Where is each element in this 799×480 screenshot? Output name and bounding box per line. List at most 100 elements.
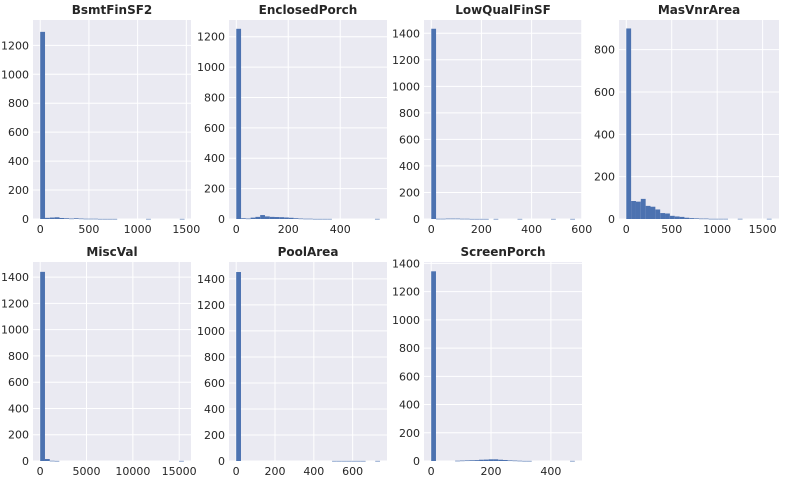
- histogram-bar: [436, 218, 441, 220]
- subplot-title: BsmtFinSF2: [72, 3, 153, 17]
- histogram-bar: [45, 217, 50, 219]
- y-tick-label: 600: [8, 376, 29, 389]
- histogram-bar: [332, 460, 337, 462]
- y-tick-label: 800: [204, 91, 225, 104]
- histogram-bar: [694, 218, 699, 219]
- histogram-bar: [308, 218, 313, 220]
- histogram-bar: [88, 218, 94, 220]
- histogram-bar: [346, 460, 352, 462]
- histogram-bar: [723, 218, 729, 220]
- y-tick-label: 200: [8, 184, 29, 197]
- y-tick-label: 400: [204, 152, 225, 165]
- y-tick-label: 1000: [1, 324, 29, 337]
- histogram-bar: [255, 216, 261, 219]
- y-tick-label: 200: [399, 427, 420, 440]
- y-tick-label: 1000: [1, 68, 29, 81]
- y-tick-label: 200: [399, 186, 420, 199]
- subplot-title: LowQualFinSF: [455, 3, 551, 17]
- x-tick-label: 1000: [124, 223, 152, 236]
- histogram-bar: [512, 460, 518, 462]
- plot-area: [229, 262, 387, 461]
- x-tick-label: 0: [37, 465, 44, 478]
- histogram-bar: [269, 216, 275, 219]
- histogram-bar: [250, 217, 256, 219]
- y-tick-label: 400: [399, 160, 420, 173]
- histogram-bar: [493, 218, 499, 220]
- y-tick-label: 600: [399, 370, 420, 383]
- histogram-bar: [503, 460, 508, 461]
- y-tick-label: 200: [204, 183, 225, 196]
- histogram-bar: [464, 460, 470, 462]
- histogram-bar: [44, 459, 50, 461]
- histogram-bar: [469, 460, 475, 461]
- plot-area: [424, 20, 582, 219]
- x-tick-label: 0: [428, 465, 435, 478]
- x-tick-label: 200: [265, 465, 286, 478]
- histogram-bar: [703, 218, 709, 220]
- histogram-bar: [665, 213, 670, 219]
- histogram-bar: [488, 459, 494, 461]
- y-tick-label: 1400: [392, 27, 420, 40]
- subplot-title: PoolArea: [278, 245, 339, 259]
- y-tick-label: 400: [594, 128, 615, 141]
- histogram-bar: [626, 28, 632, 220]
- y-tick-label: 800: [204, 351, 225, 364]
- x-tick-label: 400: [303, 465, 324, 478]
- histogram-bar: [483, 218, 489, 220]
- histogram-bar: [460, 218, 465, 220]
- histogram-bar: [469, 218, 475, 220]
- histogram-bar: [274, 217, 280, 219]
- histogram-bar: [336, 460, 342, 462]
- histogram-bar: [737, 218, 743, 220]
- histogram-bar: [455, 460, 460, 462]
- y-tick-label: 400: [8, 402, 29, 415]
- histogram-bar: [474, 218, 480, 220]
- x-tick-label: 1500: [749, 223, 777, 236]
- x-tick-label: 200: [278, 223, 299, 236]
- y-tick-label: 800: [399, 107, 420, 120]
- y-tick-label: 800: [8, 350, 29, 363]
- y-tick-label: 800: [594, 44, 615, 57]
- histogram-bar: [40, 31, 46, 220]
- x-tick-label: 15000: [162, 465, 197, 478]
- subplot-title: MiscVal: [86, 245, 137, 259]
- y-tick-label: 0: [218, 213, 225, 226]
- histogram-bar: [78, 218, 84, 220]
- x-tick-label: 400: [330, 223, 351, 236]
- subplot-poolarea: 0 200 400 600 0 200 400 600 800 1000 1200 1400 PoolA…: [197, 245, 387, 478]
- histogram-bar: [360, 460, 366, 462]
- y-tick-label: 1000: [197, 61, 225, 74]
- x-tick-label: 600: [342, 465, 363, 478]
- histogram-bar: [660, 213, 666, 219]
- histogram-bar: [284, 217, 289, 219]
- x-tick-label: 5000: [73, 465, 101, 478]
- histogram-bar: [341, 460, 347, 462]
- histogram-bar: [479, 459, 484, 461]
- histogram-bar: [645, 205, 651, 219]
- histogram-bar: [279, 217, 285, 219]
- y-tick-label: 200: [204, 429, 225, 442]
- histogram-bar: [570, 460, 575, 462]
- histogram-bar: [431, 28, 437, 220]
- y-tick-label: 1200: [1, 297, 29, 310]
- subplot-enclosedporch: 0 200 400 0 200 400 600 800 1000 1200 EnclosedPorc…: [197, 3, 387, 236]
- plot-area: [33, 20, 191, 219]
- histogram-bar: [498, 459, 503, 461]
- histogram-bar: [107, 218, 113, 220]
- y-tick-label: 0: [608, 213, 615, 226]
- histogram-bar: [112, 218, 118, 220]
- subplot-title: ScreenPorch: [460, 245, 545, 259]
- plot-area: [33, 262, 191, 461]
- y-tick-label: 1400: [197, 273, 225, 286]
- histogram-bar: [322, 218, 328, 220]
- y-tick-label: 600: [594, 86, 615, 99]
- histogram-bar: [236, 272, 241, 461]
- subplot-title: EnclosedPorch: [259, 3, 358, 17]
- histogram-bar: [455, 218, 461, 220]
- histogram-bar: [317, 218, 323, 220]
- histogram-bar: [698, 218, 704, 220]
- histogram-bar: [464, 218, 470, 220]
- histogram-bar: [450, 218, 456, 220]
- y-tick-label: 1200: [392, 54, 420, 67]
